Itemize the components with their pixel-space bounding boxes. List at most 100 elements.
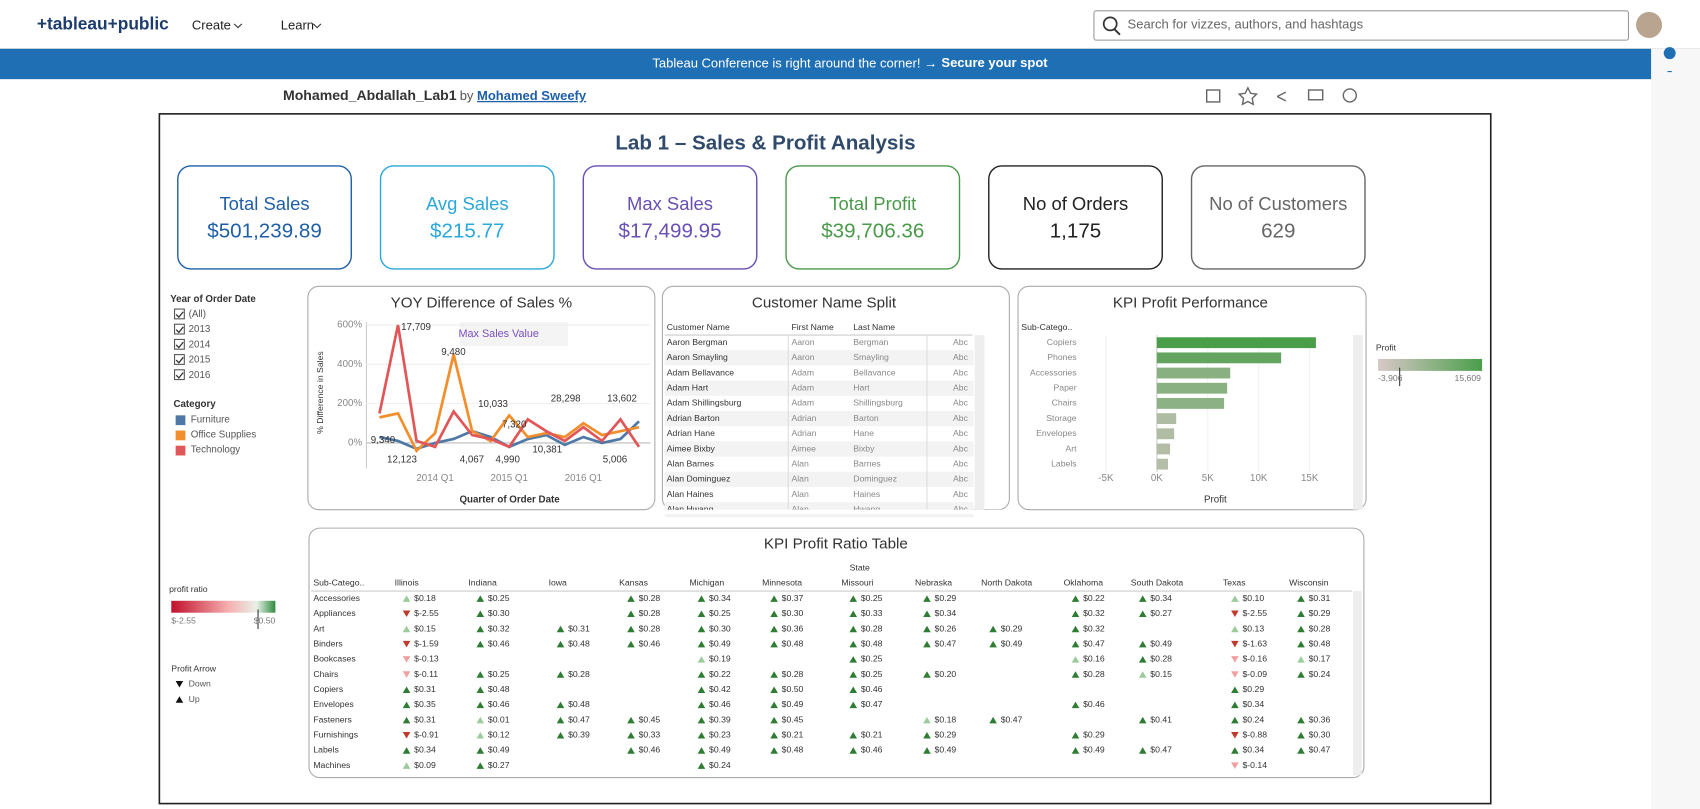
table-cell: Adam [791,367,814,377]
favorite-icon[interactable] [1237,86,1259,106]
table-cell: $0.49 [709,745,731,755]
table-cell: Alan Hwang [667,504,714,514]
nav-item[interactable]: Learn [281,17,314,32]
profit-arrow [627,640,635,648]
table-cell: Smayling [853,352,889,362]
bar [1156,397,1225,409]
settings-icon[interactable] [1342,88,1358,103]
bar [1156,413,1177,425]
bar [1156,367,1231,379]
table-cell: $0.42 [709,684,731,694]
author-link[interactable]: Mohamed Sweefy [477,88,587,103]
legend-arrow [175,696,184,703]
filter-option[interactable]: 2014 [189,339,211,350]
share-icon[interactable] [1276,91,1287,102]
checkbox[interactable] [174,369,185,381]
filter-option[interactable]: (All) [189,309,206,320]
checkbox[interactable] [174,354,185,365]
table-cell: $0.18 [414,593,436,603]
table-cell: $0.47 [861,699,883,709]
table-cell: $0.24 [709,760,731,770]
table-cell: $0.25 [861,593,883,603]
side-panel [1651,48,1700,809]
banner-link[interactable]: Secure your spot [941,55,1048,70]
table-cell: $0.36 [1309,714,1331,724]
table-cell: $-0.11 [414,669,438,679]
table-cell: Alan Haines [667,489,714,499]
profit-arrow [849,625,858,633]
table-cell: $0.16 [1083,654,1105,664]
profit-arrow [402,671,411,678]
filter-option[interactable]: 2015 [189,355,211,366]
table-cell: $-2.55 [1242,608,1267,618]
table-cell: Dominguez [853,474,897,484]
table-cell: $0.22 [709,669,731,679]
table-cell: Alan [791,489,809,499]
profit-arrow [849,732,858,739]
filter-option[interactable]: 2013 [189,324,211,335]
table-cell: $0.30 [709,623,731,633]
table-cell: $0.25 [861,669,883,679]
profit-arrow [849,640,858,648]
table-cell: $0.48 [782,638,804,648]
table-cell: Abc [953,367,969,377]
panel [1017,285,1367,511]
profit-arrow [1231,701,1239,709]
table-cell: Abc [953,398,969,408]
column-header: North Dakota [981,578,1032,588]
table-cell: $0.48 [568,638,590,648]
column-header: Sub-Catego.. [313,578,364,588]
y-tick-label: Copiers [1047,337,1077,347]
checkbox[interactable] [174,323,185,335]
scrollbar[interactable] [974,335,985,510]
search-icon [1113,28,1121,36]
legend-title: Profit Arrow [171,663,216,673]
table-cell: Alan Barnes [667,458,715,468]
download-icon[interactable] [1307,89,1324,101]
column-header: Illinois [395,578,420,588]
table-cell: $0.30 [1309,730,1331,740]
table-cell: Alan [791,458,809,468]
profit-arrow [402,747,411,754]
table-cell: Aaron [791,337,814,347]
profit-arrow [1297,716,1305,724]
table-cell: $0.49 [1083,745,1105,755]
table-cell: $0.19 [709,654,731,664]
avatar[interactable] [1636,11,1663,38]
legend-swatch [175,415,186,426]
series-line [378,324,641,449]
checkbox[interactable] [174,338,185,350]
lightbulb-icon[interactable] [1663,47,1676,73]
profit-arrow [402,610,411,618]
profit-arrow [1297,747,1305,754]
scrollbar[interactable] [1353,335,1363,510]
table-cell: Barton [853,413,879,423]
table-cell: $0.28 [639,593,661,603]
row-header: Bookcases [313,654,356,664]
point-label: 4,990 [495,454,520,465]
table-cell: Adrian Barton [667,413,720,423]
scrollbar[interactable] [1353,591,1362,776]
filter-option[interactable]: 2016 [189,370,211,381]
profit-arrow [1138,671,1147,678]
profit-arrow [402,762,411,769]
nav-item[interactable]: Create [192,17,231,32]
x-tick-label: 2014 Q1 [416,473,453,484]
row-band [664,380,974,396]
profit-arrow [627,610,635,618]
checkbox[interactable] [174,308,185,320]
table-cell: $0.33 [861,608,883,618]
table-cell: $-0.14 [1242,760,1267,770]
edit-icon[interactable] [1205,89,1221,103]
table-cell: Abc [953,443,969,453]
chevron [312,23,322,29]
checkmark [175,372,184,379]
logo[interactable]: +tableau+public [37,14,169,34]
table-cell: $0.49 [935,745,957,755]
profit-arrow [1231,640,1239,648]
search-box[interactable] [1093,10,1629,41]
bar [1156,382,1228,394]
x-tick-label: 5K [1202,473,1214,484]
point-label: 13,602 [607,394,637,405]
table-cell: Abc [953,383,969,393]
